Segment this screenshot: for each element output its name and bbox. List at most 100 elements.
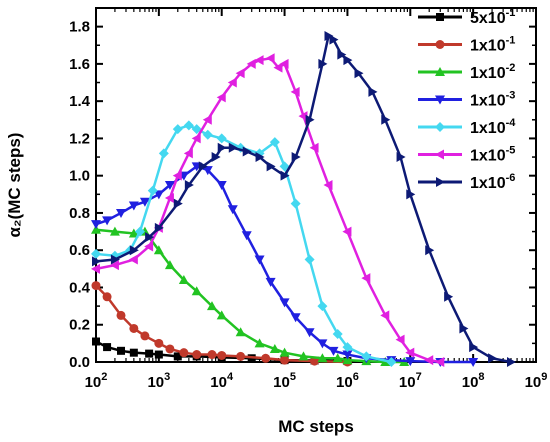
data-point xyxy=(206,301,217,311)
data-point xyxy=(192,350,202,360)
data-point xyxy=(144,241,154,252)
y-tick-label: 1.2 xyxy=(69,130,90,147)
data-point xyxy=(154,222,164,233)
data-point xyxy=(109,226,120,236)
data-point xyxy=(506,357,516,367)
x-tick-label: 105 xyxy=(273,371,296,391)
data-point xyxy=(265,277,276,287)
data-point xyxy=(386,357,397,367)
data-point xyxy=(304,254,315,265)
data-point xyxy=(103,343,112,352)
data-point xyxy=(405,347,415,358)
data-point xyxy=(116,208,127,218)
legend-item: 1x10-2 xyxy=(418,62,515,82)
data-point xyxy=(227,205,238,215)
data-point xyxy=(246,58,256,69)
data-point xyxy=(145,232,155,243)
data-point xyxy=(254,338,265,348)
data-point xyxy=(228,142,238,153)
data-point xyxy=(342,226,352,237)
data-point xyxy=(216,181,227,190)
data-point xyxy=(116,310,126,320)
legend-label: 1x10-2 xyxy=(470,62,515,82)
data-point xyxy=(435,149,444,160)
data-point xyxy=(280,355,290,365)
data-point xyxy=(178,275,189,285)
data-point xyxy=(91,281,101,291)
y-tick-label: 0.0 xyxy=(69,354,90,371)
data-point xyxy=(269,137,280,148)
data-point xyxy=(317,353,328,363)
legend-label: 5x10-1 xyxy=(470,7,515,27)
legend-item: 1x10-1 xyxy=(418,35,515,55)
data-point xyxy=(436,13,444,21)
data-point xyxy=(227,77,237,88)
data-point xyxy=(279,347,290,357)
y-tick-label: 0.2 xyxy=(69,317,90,334)
data-point xyxy=(217,350,227,360)
y-tick-label: 0.8 xyxy=(69,205,90,222)
data-point xyxy=(117,346,126,355)
data-point xyxy=(368,86,378,97)
data-point xyxy=(164,193,174,204)
series-line xyxy=(92,30,516,367)
data-point xyxy=(323,180,333,190)
x-tick-label: 102 xyxy=(85,371,108,391)
data-point xyxy=(280,170,290,181)
data-point xyxy=(469,342,479,353)
legend-item: 1x10-5 xyxy=(418,145,515,165)
legend: 5x10-1 1x10-1 1x10-2 1x10-3 1x10-4 1x10-5 1x10… xyxy=(418,7,516,192)
data-point xyxy=(332,329,343,340)
x-tick-label: 106 xyxy=(336,371,359,391)
data-point xyxy=(254,255,265,265)
series-path xyxy=(95,165,474,364)
data-point xyxy=(91,263,100,274)
data-point xyxy=(435,357,445,367)
data-point xyxy=(198,161,208,172)
data-point xyxy=(202,129,213,140)
data-point xyxy=(342,355,353,365)
data-point xyxy=(128,228,139,238)
data-point xyxy=(241,231,252,241)
series-layer xyxy=(91,30,516,367)
series-line xyxy=(91,53,445,367)
data-point xyxy=(396,152,406,163)
legend-label: 1x10-6 xyxy=(470,172,515,192)
data-point xyxy=(273,62,283,73)
data-point xyxy=(488,353,498,364)
data-point xyxy=(444,291,454,302)
data-point xyxy=(91,248,101,259)
data-point xyxy=(255,152,265,163)
data-point xyxy=(202,166,213,176)
x-tick-label: 103 xyxy=(147,371,170,391)
data-point xyxy=(332,353,343,363)
data-point xyxy=(324,30,334,41)
data-point xyxy=(329,34,339,45)
data-point xyxy=(172,124,183,135)
data-point xyxy=(129,348,138,357)
series-path xyxy=(95,284,348,364)
data-point xyxy=(217,142,227,153)
data-point xyxy=(468,358,479,367)
y-axis: 0.0 0.2 0.4 0.6 0.8 1.0 1.2 1.4 1.6 1.8 xyxy=(69,19,536,371)
y-tick-label: 0.6 xyxy=(69,242,90,259)
data-point xyxy=(235,68,245,79)
data-point xyxy=(435,67,445,76)
data-point xyxy=(92,256,101,267)
data-point xyxy=(298,111,308,122)
data-point xyxy=(191,286,202,296)
data-point xyxy=(279,161,290,172)
data-point xyxy=(158,148,169,159)
data-point xyxy=(317,339,328,349)
data-point xyxy=(91,220,101,230)
legend-label: 1x10-3 xyxy=(470,90,515,110)
data-point xyxy=(183,120,194,131)
data-point xyxy=(102,216,113,226)
data-point xyxy=(92,337,100,346)
x-tick-label: 104 xyxy=(210,371,234,391)
legend-item: 1x10-4 xyxy=(418,117,516,137)
series-path xyxy=(95,228,405,364)
data-point xyxy=(435,40,445,49)
data-point xyxy=(337,49,347,60)
